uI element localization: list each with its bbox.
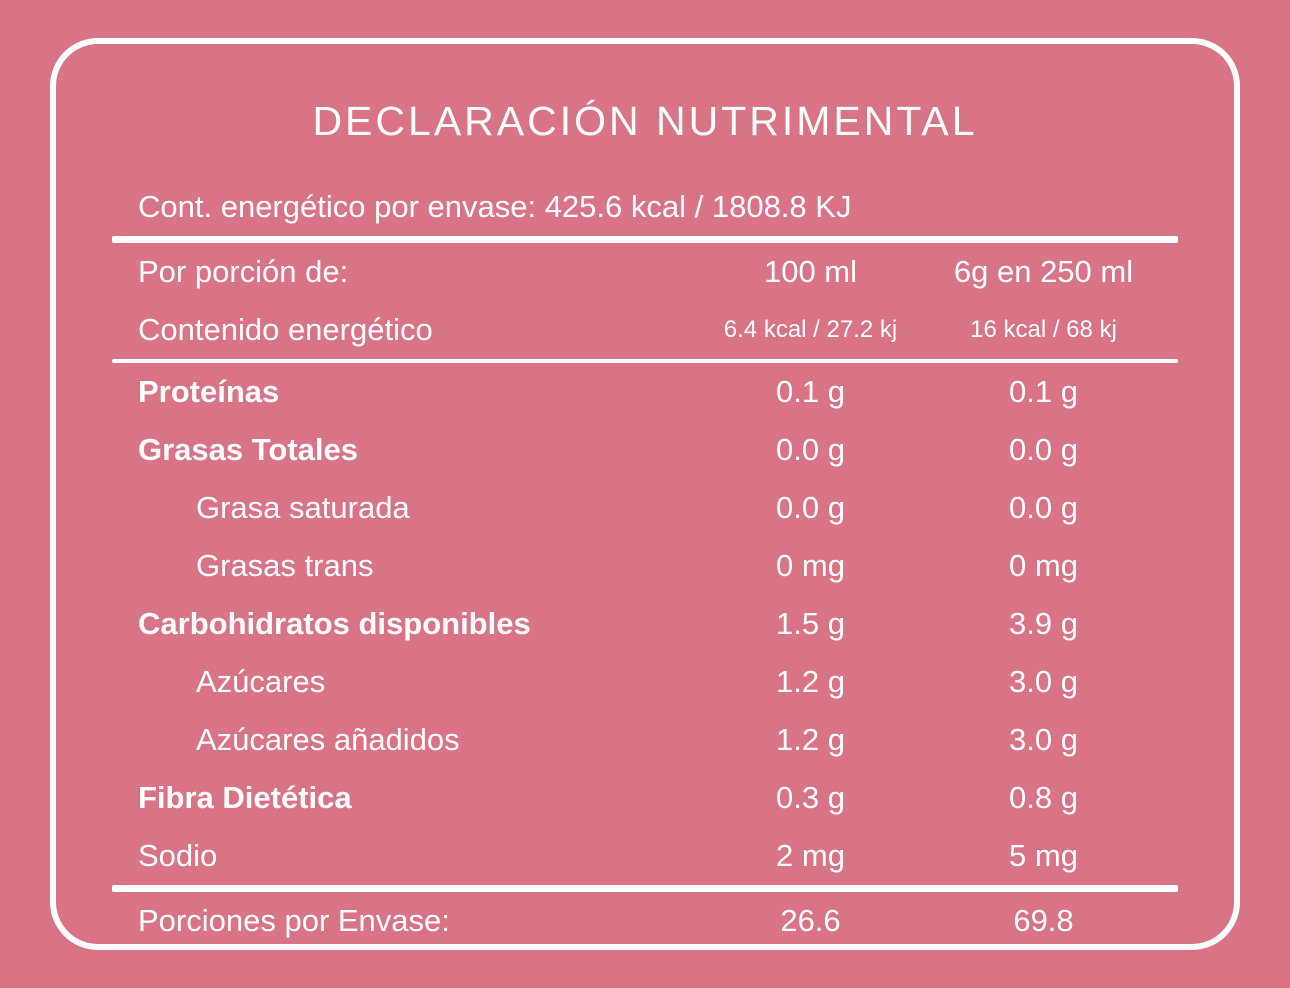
serving-header-col2: 6g en 250 ml [953, 254, 1134, 289]
nutrition-label-border: DECLARACIÓN NUTRIMENTAL Cont. energético… [50, 38, 1240, 950]
nutrition-label-content: DECLARACIÓN NUTRIMENTAL Cont. energético… [112, 44, 1178, 944]
nutrient-label: Proteínas [138, 374, 280, 409]
nutrient-value-col2: 5 mg [1009, 838, 1078, 873]
nutrient-row-azucares-anadidos: Azúcares añadidos 1.2 g 3.0 g [112, 711, 1178, 769]
nutrient-value-col2: 0.0 g [1009, 432, 1078, 467]
nutrient-label: Azúcares añadidos [196, 722, 460, 757]
serving-header-label: Por porción de: [138, 254, 349, 289]
nutrient-value-col1: 0.1 g [776, 374, 845, 409]
nutrient-label: Grasas Totales [138, 432, 358, 467]
nutrient-row-fibra: Fibra Dietética 0.3 g 0.8 g [112, 769, 1178, 827]
label-title: DECLARACIÓN NUTRIMENTAL [312, 98, 978, 144]
nutrient-value-col1: 0.3 g [776, 780, 845, 815]
nutrient-value-col2: 0.8 g [1009, 780, 1078, 815]
energy-content-row: Contenido energético 6.4 kcal / 27.2 kj … [112, 301, 1178, 359]
nutrient-value-col2: 3.0 g [1009, 664, 1078, 699]
nutrient-row-carbohidratos: Carbohidratos disponibles 1.5 g 3.9 g [112, 595, 1178, 653]
nutrient-label: Fibra Dietética [138, 780, 352, 815]
nutrient-label: Sodio [138, 838, 218, 873]
energy-content-label: Contenido energético [138, 312, 433, 347]
nutrient-value-col1: 0 mg [776, 548, 845, 583]
servings-per-package-col1: 26.6 [780, 903, 841, 938]
servings-per-package-row: Porciones por Envase: 26.6 69.8 [112, 892, 1178, 950]
divider-top-thick [112, 236, 1178, 243]
nutrient-value-col1: 0.0 g [776, 432, 845, 467]
nutrient-row-proteinas: Proteínas 0.1 g 0.1 g [112, 363, 1178, 421]
nutrient-row-sodio: Sodio 2 mg 5 mg [112, 827, 1178, 885]
nutrient-label: Grasa saturada [196, 490, 410, 525]
nutrient-label: Grasas trans [196, 548, 374, 583]
nutrient-value-col1: 1.2 g [776, 664, 845, 699]
nutrient-row-grasas-totales: Grasas Totales 0.0 g 0.0 g [112, 421, 1178, 479]
servings-per-package-col2: 69.8 [1013, 903, 1074, 938]
nutrient-value-col2: 3.9 g [1009, 606, 1078, 641]
energy-content-col2: 16 kcal / 68 kj [970, 316, 1117, 343]
divider-bottom-thick [112, 885, 1178, 892]
nutrient-value-col1: 1.2 g [776, 722, 845, 757]
nutrient-row-azucares: Azúcares 1.2 g 3.0 g [112, 653, 1178, 711]
nutrient-label: Azúcares [196, 664, 326, 699]
nutrient-value-col2: 0 mg [1009, 548, 1078, 583]
nutrient-value-col2: 0.0 g [1009, 490, 1078, 525]
nutrient-value-col2: 0.1 g [1009, 374, 1078, 409]
nutrient-value-col1: 1.5 g [776, 606, 845, 641]
nutrient-value-col1: 2 mg [776, 838, 845, 873]
nutrient-label: Carbohidratos disponibles [138, 606, 531, 641]
energy-content-col1: 6.4 kcal / 27.2 kj [723, 316, 898, 343]
nutrient-row-grasas-trans: Grasas trans 0 mg 0 mg [112, 537, 1178, 595]
energy-per-package-line: Cont. energético por envase: 425.6 kcal … [138, 189, 852, 224]
servings-per-package-label: Porciones por Envase: [138, 903, 450, 938]
nutrient-value-col2: 3.0 g [1009, 722, 1078, 757]
nutrient-row-grasa-saturada: Grasa saturada 0.0 g 0.0 g [112, 479, 1178, 537]
nutrient-value-col1: 0.0 g [776, 490, 845, 525]
serving-header-col1: 100 ml [763, 254, 858, 289]
divider-header-thin [112, 359, 1178, 363]
serving-header-row: Por porción de: 100 ml 6g en 250 ml [112, 243, 1178, 301]
